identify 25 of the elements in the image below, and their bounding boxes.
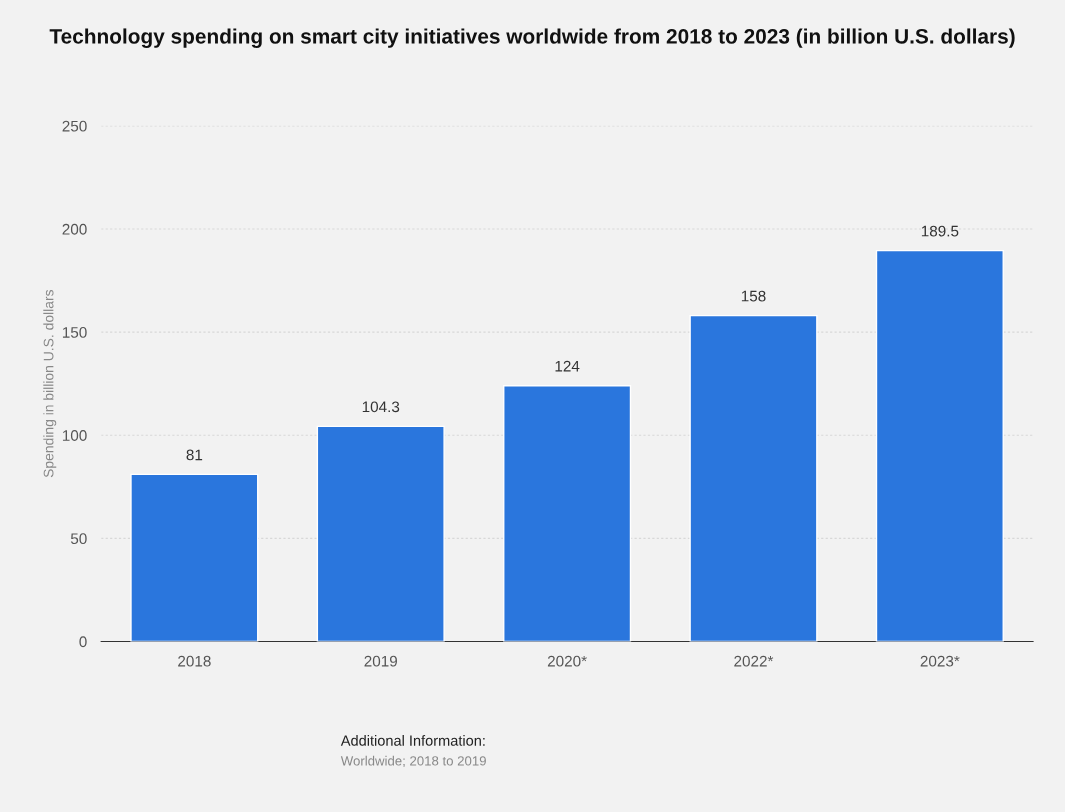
bar [875,249,1004,642]
bar [689,314,818,642]
data-label: 104.3 [362,401,400,413]
bar [503,385,632,642]
y-tick-label: 100 [62,430,87,441]
x-tick-label: 2018 [178,655,211,667]
x-tick-label: 2020* [547,655,587,667]
text: Additional Information: [340,735,485,746]
y-axis-title: Spending in billion U.S. dollars [43,289,57,478]
x-tick-label: 2019 [364,655,398,667]
data-label: 189.5 [921,225,959,237]
chart-title: Technology spending on smart city initiatives worldwide from 2018 to 2023 (in billion U.S. dollars) [49,28,1015,48]
bar [316,425,445,642]
bar [130,473,259,642]
data-label: 158 [741,290,766,302]
x-tick-label: 2023* [920,655,960,667]
text: Worldwide; 2018 to 2019 [340,755,486,768]
y-tick-label: 150 [62,326,87,338]
y-tick-label: 0 [79,636,87,648]
data-label: 81 [186,449,203,461]
y-tick-label: 250 [62,120,87,132]
y-tick-label: 50 [70,533,87,545]
x-tick-label: 2022* [734,655,774,667]
y-tick-label: 200 [62,223,87,235]
data-label: 124 [555,360,580,372]
